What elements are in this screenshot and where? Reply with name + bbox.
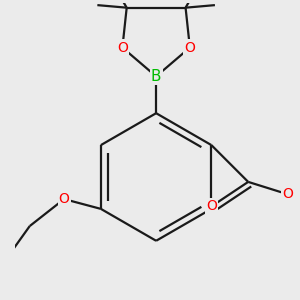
Text: B: B [151,69,161,84]
Text: O: O [117,40,128,55]
Text: O: O [184,40,195,55]
Text: O: O [58,192,70,206]
Text: O: O [282,187,293,201]
Text: O: O [206,200,217,213]
